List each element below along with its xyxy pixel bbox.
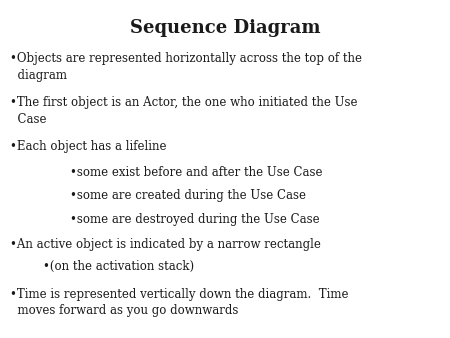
Text: •some are destroyed during the Use Case: •some are destroyed during the Use Case	[70, 213, 320, 226]
Text: •Objects are represented horizontally across the top of the
  diagram: •Objects are represented horizontally ac…	[10, 52, 362, 82]
Text: •some exist before and after the Use Case: •some exist before and after the Use Cas…	[70, 166, 322, 178]
Text: •some are created during the Use Case: •some are created during the Use Case	[70, 189, 306, 202]
Text: Sequence Diagram: Sequence Diagram	[130, 19, 320, 37]
Text: •The first object is an Actor, the one who initiated the Use
  Case: •The first object is an Actor, the one w…	[10, 96, 357, 126]
Text: •Each object has a lifeline: •Each object has a lifeline	[10, 140, 166, 153]
Text: •An active object is indicated by a narrow rectangle: •An active object is indicated by a narr…	[10, 238, 321, 251]
Text: •(on the activation stack): •(on the activation stack)	[43, 260, 194, 273]
Text: •Time is represented vertically down the diagram.  Time
  moves forward as you g: •Time is represented vertically down the…	[10, 288, 348, 317]
